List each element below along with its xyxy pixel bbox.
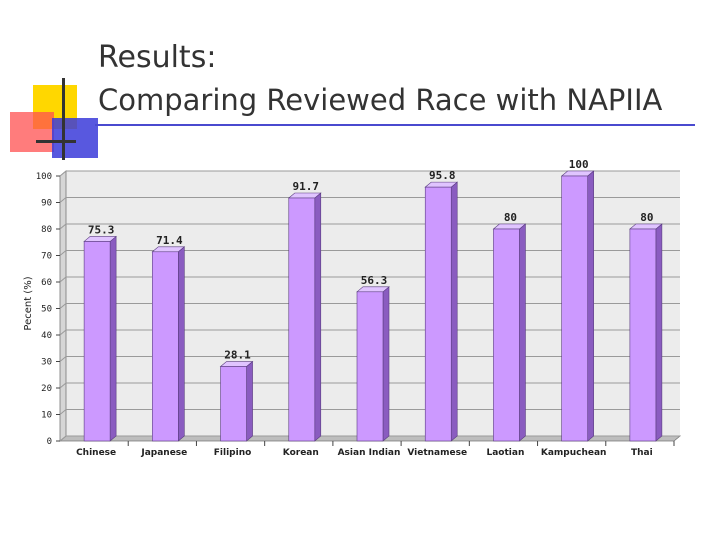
gridline (59, 197, 680, 203)
y-tick-label: 90 (41, 199, 52, 209)
bar (561, 175, 588, 442)
data-label: 91.7 (293, 180, 320, 193)
data-label: 95.8 (429, 169, 456, 182)
x-tick-label: Laotian (487, 448, 525, 458)
data-label: 56.3 (361, 274, 388, 287)
bar-side (382, 286, 390, 442)
slide-title: Results: (98, 40, 217, 75)
gridline (59, 250, 680, 256)
gridline (59, 356, 680, 362)
gridline (59, 223, 680, 230)
y-axis-title: Pecent (%) (23, 276, 34, 330)
bar-top (287, 192, 322, 199)
bar (493, 228, 520, 442)
bar (629, 228, 657, 442)
bar (424, 186, 452, 442)
decor-horizontal-line (36, 140, 76, 143)
y-tick-label: 100 (36, 172, 52, 182)
bar-top (629, 223, 663, 230)
bar-top (151, 246, 186, 253)
bar-chart: 0 10 20 30 40 50 60 70 80 90 100 Pecent (%) 75.3 Chin… (23, 160, 682, 458)
bar (83, 241, 111, 442)
slide-subtitle: Comparing Reviewed Race with NAPIIA (98, 83, 663, 117)
bar (288, 197, 316, 442)
bar-side (450, 181, 458, 442)
bar-top (424, 181, 459, 188)
gridline (59, 435, 680, 442)
x-tick-label: Vietnamese (407, 448, 467, 458)
decor-red-square (10, 112, 54, 152)
bar-side (314, 192, 322, 442)
bar-side (246, 360, 253, 442)
gridline (59, 329, 680, 336)
x-tick-label: Kampuchean (541, 448, 607, 458)
x-tick-label: Filipino (214, 448, 252, 458)
y-tick-label: 40 (41, 331, 52, 341)
data-label: 100 (569, 160, 589, 171)
y-tick-label: 60 (41, 278, 52, 288)
y-tick-label: 0 (47, 437, 52, 447)
bar-top (356, 286, 390, 293)
bar-side (519, 223, 526, 442)
bar-side (587, 170, 594, 442)
y-tick-label: 10 (41, 411, 52, 421)
decor-blue-square (52, 118, 98, 158)
x-tick-label: Thai (631, 448, 653, 458)
x-tick-label: Korean (283, 448, 319, 458)
bar-top (492, 223, 527, 230)
y-tick-label: 20 (41, 384, 52, 394)
x-tick-label: Japanese (140, 448, 187, 458)
bar (220, 366, 247, 442)
title-rule (95, 124, 695, 126)
bar-top (83, 236, 117, 242)
bar-top (560, 170, 595, 177)
bar (152, 251, 179, 442)
y-tick-label: 50 (41, 305, 52, 315)
bar-side (109, 235, 117, 442)
data-label: 28.1 (224, 349, 251, 362)
bar-side (178, 246, 185, 442)
decor-vertical-line (62, 78, 65, 160)
data-label: 80 (640, 211, 653, 224)
gridline (59, 303, 680, 309)
x-tick-label: Asian Indian (338, 448, 401, 458)
data-label: 75.3 (88, 223, 115, 236)
y-tick-label: 30 (41, 358, 52, 368)
gridline (59, 276, 680, 283)
y-tick-label: 70 (41, 252, 52, 262)
bar-side (655, 223, 663, 442)
bar-top (219, 361, 254, 367)
gridline (59, 409, 680, 415)
gridline (59, 382, 680, 389)
x-tick-label: Chinese (76, 448, 116, 458)
bar (356, 291, 384, 442)
data-label: 80 (504, 211, 517, 224)
data-label: 71.4 (156, 234, 183, 247)
gridline (59, 170, 680, 177)
y-tick-label: 80 (41, 225, 52, 235)
